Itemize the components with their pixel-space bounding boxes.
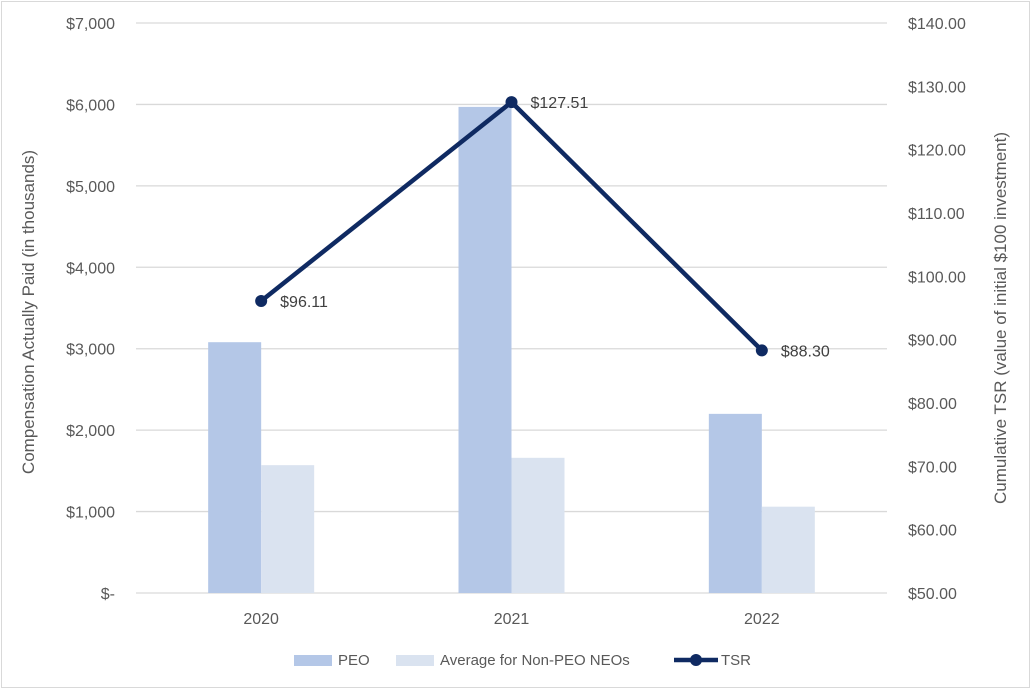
legend-marker xyxy=(690,654,702,666)
tsr-data-label: $127.51 xyxy=(531,95,589,112)
y-tick-label: $3,000 xyxy=(66,342,115,359)
y-tick-label: $- xyxy=(101,586,115,603)
y2-tick-label: $110.00 xyxy=(908,206,965,223)
bar-series xyxy=(208,106,815,593)
tsr-point-2021 xyxy=(505,96,518,109)
bar-peo-2021 xyxy=(458,106,512,593)
tsr-point-2022 xyxy=(755,344,768,357)
legend: PEO Average for Non-PEO NEOs TSR xyxy=(294,652,751,669)
y-tick-label: $7,000 xyxy=(66,16,115,33)
tsr-line-series: $96.11 $127.51 $88.30 xyxy=(255,95,830,360)
left-axis-ticks: $- $1,000 $2,000 $3,000 $4,000 $5,000 $6,000 $7… xyxy=(66,16,115,603)
legend-label: TSR xyxy=(721,652,751,669)
x-tick-label: 2020 xyxy=(243,611,279,628)
y-tick-label: $1,000 xyxy=(66,505,115,522)
legend-label: Average for Non-PEO NEOs xyxy=(440,652,630,669)
y2-tick-label: $130.00 xyxy=(908,79,966,96)
y2-tick-label: $80.00 xyxy=(908,396,957,413)
bar-average-for-non-peo-neos-2021 xyxy=(511,457,565,593)
y2-tick-label: $100.00 xyxy=(908,269,966,286)
tsr-point-2020 xyxy=(255,294,268,307)
y-tick-label: $6,000 xyxy=(66,97,115,114)
right-axis-ticks: $50.00 $60.00 $70.00 $80.00 $90.00 $100.00 $11… xyxy=(908,16,966,603)
y2-tick-label: $50.00 xyxy=(908,586,957,603)
y2-tick-label: $140.00 xyxy=(908,16,966,33)
bar-average-for-non-peo-neos-2022 xyxy=(761,506,815,593)
tsr-data-label: $96.11 xyxy=(280,294,328,311)
y-tick-label: $2,000 xyxy=(66,423,115,440)
bar-average-for-non-peo-neos-2020 xyxy=(261,465,315,593)
y-tick-label: $5,000 xyxy=(66,179,115,196)
bar-peo-2020 xyxy=(208,342,262,593)
legend-swatch xyxy=(294,655,332,666)
y2-tick-label: $90.00 xyxy=(908,333,957,350)
y2-tick-label: $70.00 xyxy=(908,459,957,476)
legend-label: PEO xyxy=(338,652,370,669)
x-tick-label: 2021 xyxy=(494,611,530,628)
right-axis-title: Cumulative TSR (value of initial $100 in… xyxy=(991,132,1010,504)
left-axis-title: Compensation Actually Paid (in thousands… xyxy=(19,150,38,474)
y-tick-label: $4,000 xyxy=(66,260,115,277)
x-tick-label: 2022 xyxy=(744,611,780,628)
y2-tick-label: $120.00 xyxy=(908,143,966,160)
legend-swatch xyxy=(396,655,434,666)
tsr-data-label: $88.30 xyxy=(781,343,830,360)
y2-tick-label: $60.00 xyxy=(908,523,957,540)
x-axis-ticks: 2020 2021 2022 xyxy=(243,611,779,628)
bar-peo-2022 xyxy=(708,413,762,593)
